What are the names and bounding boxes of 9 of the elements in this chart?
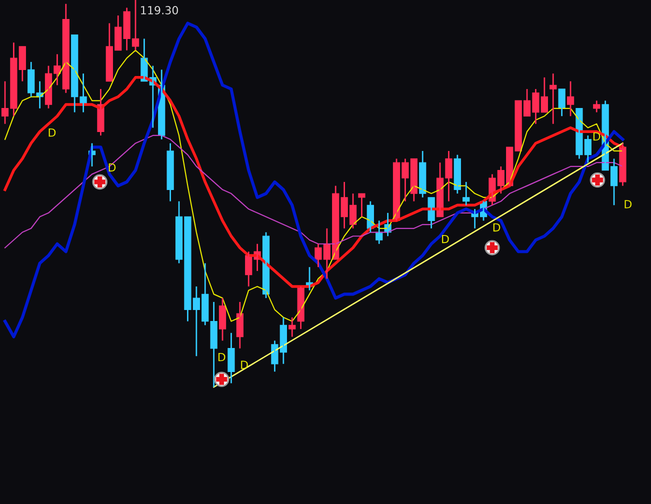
candlestick	[358, 192, 366, 218]
annotation: D	[624, 200, 632, 208]
annotation: D	[442, 234, 449, 244]
annotation: 119.30	[141, 6, 178, 14]
annotation: D	[593, 132, 600, 140]
annotation: D	[241, 360, 248, 369]
annotation: D	[218, 353, 226, 362]
annotation: D	[48, 128, 56, 137]
annotation: D	[493, 223, 500, 232]
